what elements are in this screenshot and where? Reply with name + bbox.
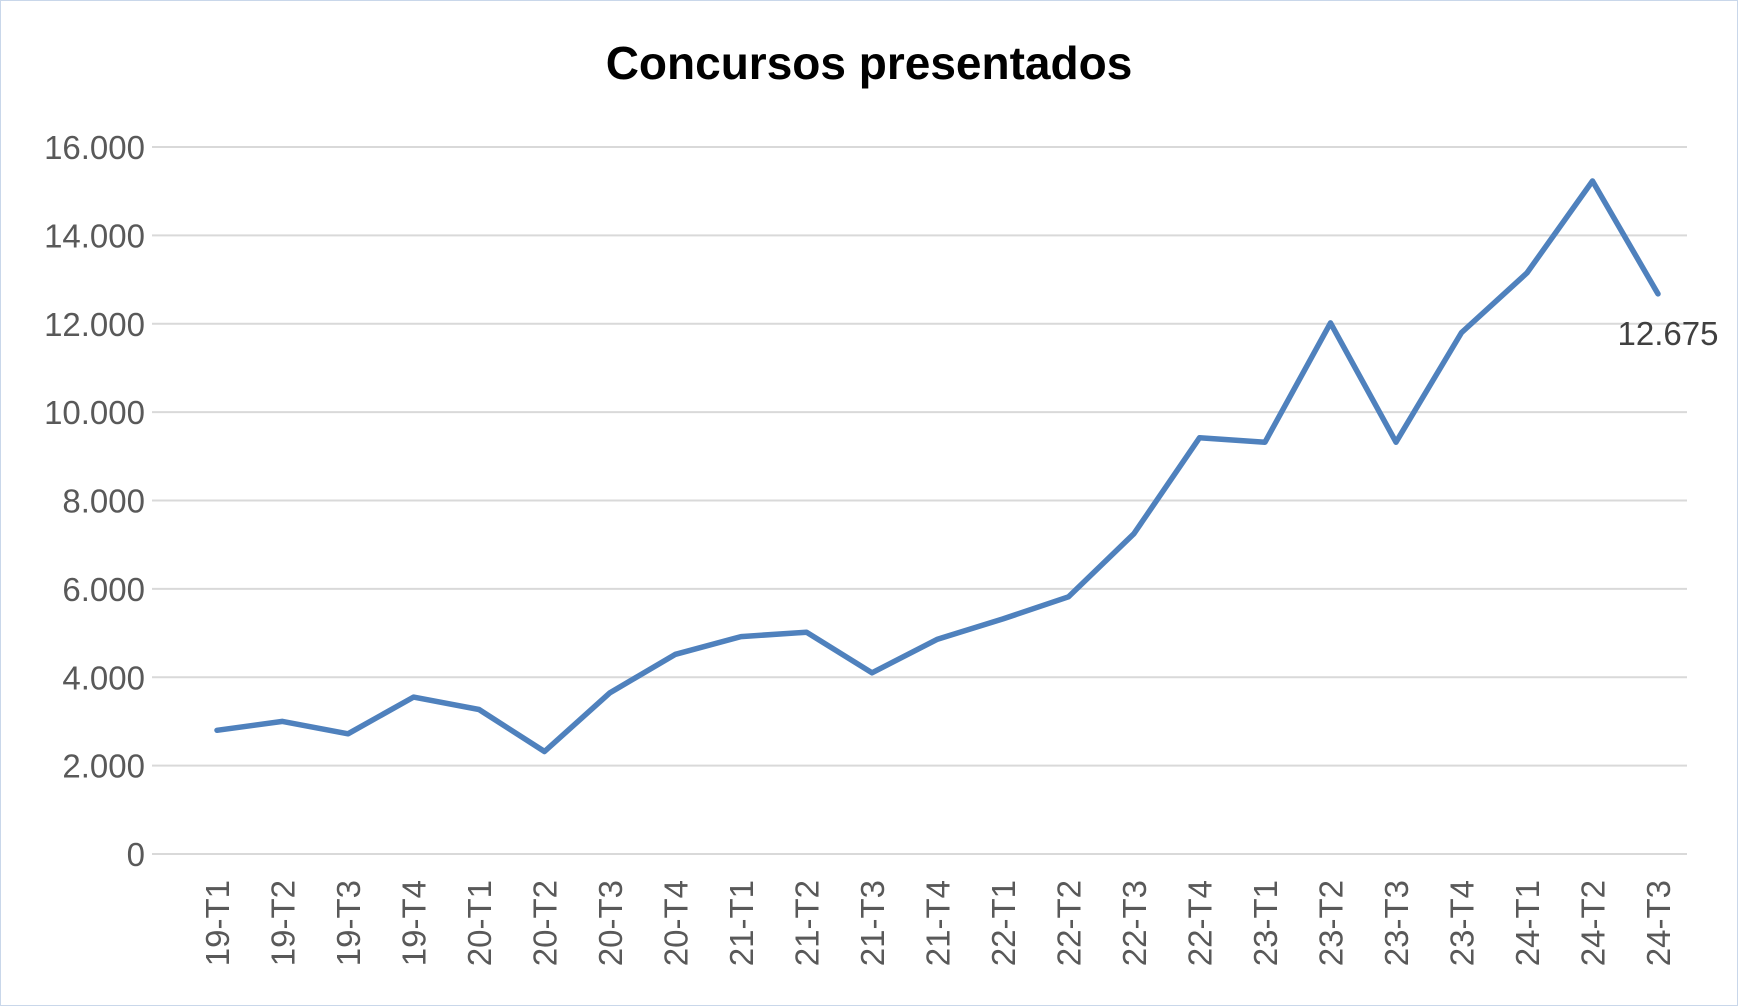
data-point bbox=[1460, 331, 1463, 335]
data-point bbox=[608, 691, 612, 695]
x-tick-label: 21-T4 bbox=[920, 880, 957, 966]
data-point bbox=[1394, 440, 1398, 444]
series-group bbox=[214, 178, 1661, 755]
x-tick-label: 24-T1 bbox=[1509, 880, 1546, 966]
x-tick-label: 21-T2 bbox=[789, 880, 826, 966]
data-point bbox=[1329, 321, 1332, 325]
y-tick-label: 0 bbox=[127, 836, 145, 873]
x-tick-label: 20-T4 bbox=[658, 880, 695, 966]
chart-title: Concursos presentados bbox=[605, 37, 1133, 89]
data-point bbox=[805, 630, 808, 634]
x-tick-label: 23-T1 bbox=[1247, 880, 1284, 966]
y-tick-label: 2.000 bbox=[62, 748, 145, 785]
x-tick-label: 20-T3 bbox=[592, 880, 629, 966]
x-axis-ticks: 19-T1 19-T2 19-T3 19-T4 20-T1 20-T2 20-T3 20-T4… bbox=[199, 880, 1677, 966]
x-tick-label: 23-T4 bbox=[1444, 880, 1481, 966]
data-point bbox=[543, 749, 546, 753]
data-point bbox=[739, 635, 743, 639]
data-point bbox=[936, 637, 939, 641]
y-tick-label: 6.000 bbox=[62, 571, 145, 608]
data-point bbox=[870, 671, 874, 675]
data-point bbox=[215, 728, 219, 732]
y-tick-label: 10.000 bbox=[44, 394, 145, 431]
x-tick-label: 19-T3 bbox=[330, 880, 367, 966]
y-tick-label: 8.000 bbox=[62, 483, 145, 520]
data-label: 12.675 bbox=[1618, 315, 1719, 352]
y-tick-label: 16.000 bbox=[44, 129, 145, 166]
data-point bbox=[1591, 179, 1594, 183]
data-point bbox=[1263, 440, 1267, 444]
x-tick-label: 22-T3 bbox=[1116, 880, 1153, 966]
x-tick-label: 23-T2 bbox=[1313, 880, 1350, 966]
x-tick-label: 19-T2 bbox=[265, 880, 302, 966]
gridlines bbox=[152, 146, 1687, 855]
x-tick-label: 24-T3 bbox=[1640, 880, 1677, 966]
data-labels: 12.675 bbox=[1618, 315, 1719, 352]
x-tick-label: 22-T1 bbox=[985, 880, 1022, 966]
x-tick-label: 20-T2 bbox=[527, 880, 564, 966]
series-line-0 bbox=[214, 178, 1661, 755]
x-tick-label: 20-T1 bbox=[461, 880, 498, 966]
data-point bbox=[477, 708, 481, 712]
data-point bbox=[1525, 271, 1529, 275]
data-point bbox=[346, 732, 350, 736]
x-tick-label: 21-T1 bbox=[723, 880, 760, 966]
x-tick-label: 21-T3 bbox=[854, 880, 891, 966]
x-tick-label: 24-T2 bbox=[1575, 880, 1612, 966]
data-point bbox=[1001, 617, 1005, 621]
x-tick-label: 22-T4 bbox=[1182, 880, 1219, 966]
data-point bbox=[281, 719, 284, 723]
x-tick-label: 19-T1 bbox=[199, 880, 236, 966]
y-tick-label: 12.000 bbox=[44, 306, 145, 343]
y-tick-label: 4.000 bbox=[62, 659, 145, 696]
data-point bbox=[674, 652, 677, 656]
x-tick-label: 22-T2 bbox=[1051, 880, 1088, 966]
data-point bbox=[412, 695, 415, 699]
y-tick-label: 14.000 bbox=[44, 217, 145, 254]
data-point bbox=[1198, 436, 1201, 440]
y-axis-ticks: 0 2.000 4.000 6.000 8.000 10.000 12.000 14.000 1… bbox=[44, 129, 145, 873]
x-tick-label: 19-T4 bbox=[396, 880, 433, 966]
data-point bbox=[1656, 292, 1660, 296]
data-point bbox=[1067, 595, 1070, 599]
data-point bbox=[1132, 532, 1136, 536]
x-tick-label: 23-T3 bbox=[1378, 880, 1415, 966]
